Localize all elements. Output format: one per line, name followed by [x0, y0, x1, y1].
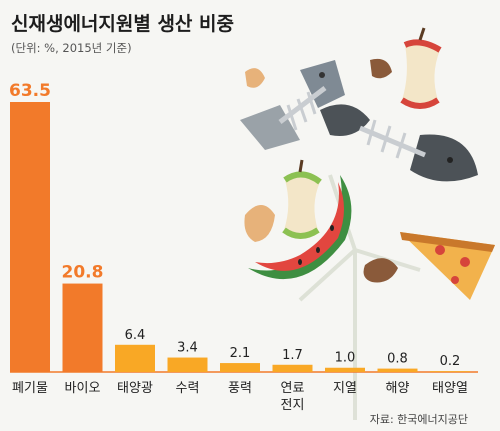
value-label-group: 63.5 20.8 6.4 3.4 2.1 1.7 1.0 0.8 0.2 — [9, 81, 460, 369]
value-label-6: 1.7 — [282, 348, 303, 363]
category-label-6-line-1: 연료 — [281, 381, 305, 396]
value-label-4: 3.4 — [177, 341, 198, 356]
value-label-9: 0.2 — [440, 354, 461, 369]
food-waste-illustration — [240, 27, 495, 420]
category-label-5: 풍력 — [228, 381, 252, 396]
value-label-1: 63.5 — [9, 81, 51, 101]
bar-6 — [272, 364, 313, 372]
bar-1 — [10, 102, 50, 372]
apple-core-icon — [282, 27, 442, 239]
fish-bone-icon — [240, 60, 345, 150]
category-label-2: 바이오 — [65, 381, 101, 396]
bar-3 — [115, 344, 155, 372]
watermelon-rind-icon — [248, 175, 352, 280]
chart-title: 신재생에너지원별 생산 비중 — [11, 13, 234, 35]
source-note: 자료: 한국에너지공단 — [370, 413, 468, 426]
category-label-3: 태양광 — [117, 381, 153, 396]
bar-9 — [430, 371, 470, 372]
category-label-8: 해양 — [386, 381, 410, 396]
category-label-6-line-2: 전지 — [281, 398, 305, 413]
bar-8 — [377, 368, 418, 372]
value-label-5: 2.1 — [230, 346, 251, 361]
value-label-8: 0.8 — [387, 352, 408, 367]
bar-5 — [220, 363, 260, 372]
bar-2 — [62, 283, 103, 372]
egg-shell-icon — [244, 58, 398, 283]
bar-7 — [325, 367, 365, 372]
value-label-3: 6.4 — [125, 328, 146, 343]
category-label-7: 지열 — [333, 381, 357, 396]
chart-subtitle: (단위: %, 2015년 기준) — [11, 41, 132, 55]
category-label-4: 수력 — [176, 381, 200, 396]
pizza-slice-icon — [400, 232, 495, 300]
bar-4 — [167, 357, 208, 372]
bar-group — [10, 102, 470, 372]
value-label-2: 20.8 — [62, 263, 104, 283]
category-label-1: 폐기물 — [12, 381, 48, 396]
category-label-9: 태양열 — [432, 381, 468, 396]
value-label-7: 1.0 — [335, 351, 356, 366]
fish-bone-icon — [320, 104, 478, 182]
